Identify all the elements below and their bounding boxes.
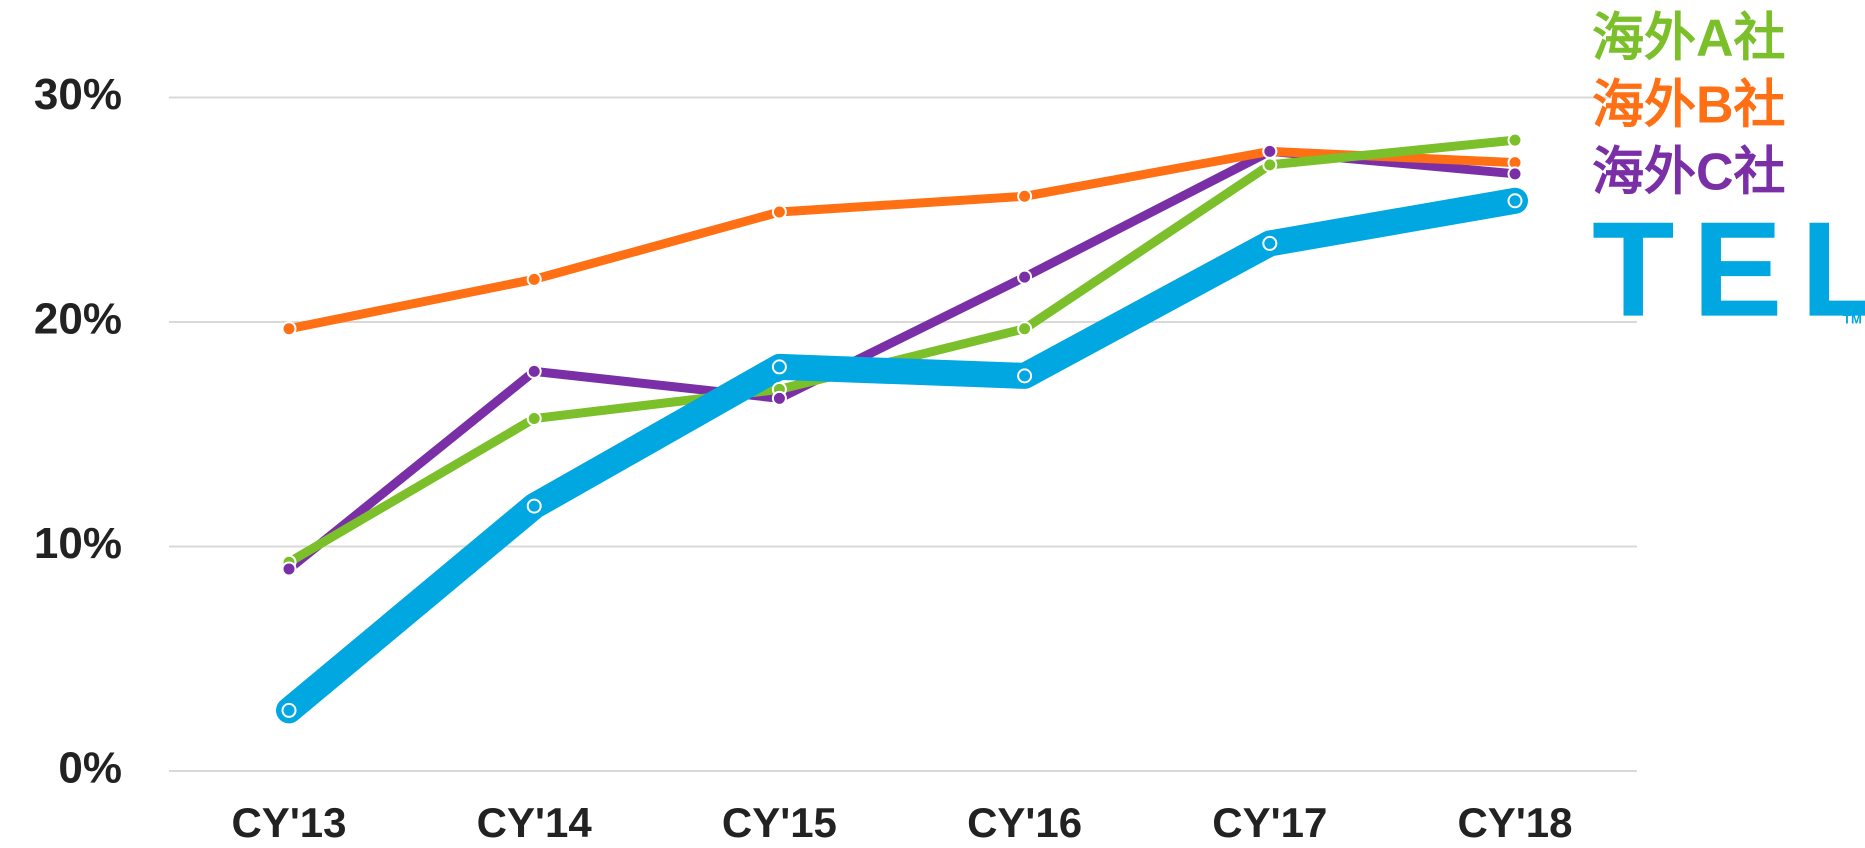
data-point [526, 271, 542, 287]
x-tick-label: CY'15 [722, 799, 837, 846]
legend-entry: 海外C社 [1592, 144, 1786, 202]
x-tick-label: CY'13 [231, 799, 346, 846]
data-point [281, 321, 297, 337]
y-tick-label: 30% [34, 70, 122, 119]
x-tick-label: CY'16 [967, 799, 1082, 846]
data-point [281, 702, 297, 718]
data-point [771, 359, 787, 375]
data-point [1262, 157, 1278, 173]
data-point [1262, 143, 1278, 159]
legend-entry: 海外B社 [1592, 77, 1786, 135]
data-point [526, 498, 542, 514]
data-point [1262, 235, 1278, 251]
data-point [771, 204, 787, 220]
data-point [1507, 193, 1523, 209]
x-tick-label: CY'18 [1457, 799, 1572, 846]
series-line [276, 187, 1528, 724]
trademark: TM [1843, 311, 1862, 326]
data-point [1017, 188, 1033, 204]
data-point [1507, 166, 1523, 182]
data-point [1507, 132, 1523, 148]
data-point [1017, 368, 1033, 384]
y-tick-label: 10% [34, 519, 122, 568]
legend-logo: TEL [1592, 194, 1865, 345]
data-point [1017, 321, 1033, 337]
data-point [281, 561, 297, 577]
x-tick-label: CY'14 [477, 799, 593, 846]
series-line [284, 146, 1520, 334]
legend-entry: 海外A社 [1592, 10, 1786, 68]
data-point [526, 363, 542, 379]
data-point [771, 390, 787, 406]
data-point [1017, 269, 1033, 285]
y-tick-label: 20% [34, 295, 122, 344]
y-tick-label: 0% [58, 744, 122, 793]
data-point [526, 411, 542, 427]
x-tick-label: CY'17 [1212, 799, 1327, 846]
